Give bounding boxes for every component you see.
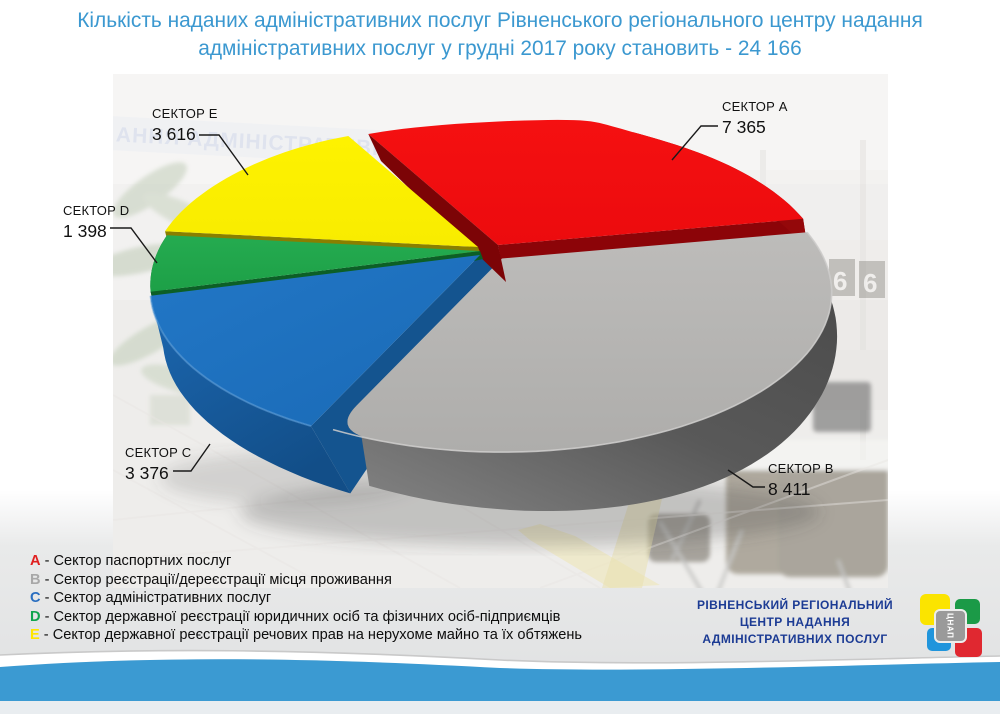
svg-text:6: 6 bbox=[863, 268, 877, 298]
svg-text:6: 6 bbox=[833, 266, 847, 296]
